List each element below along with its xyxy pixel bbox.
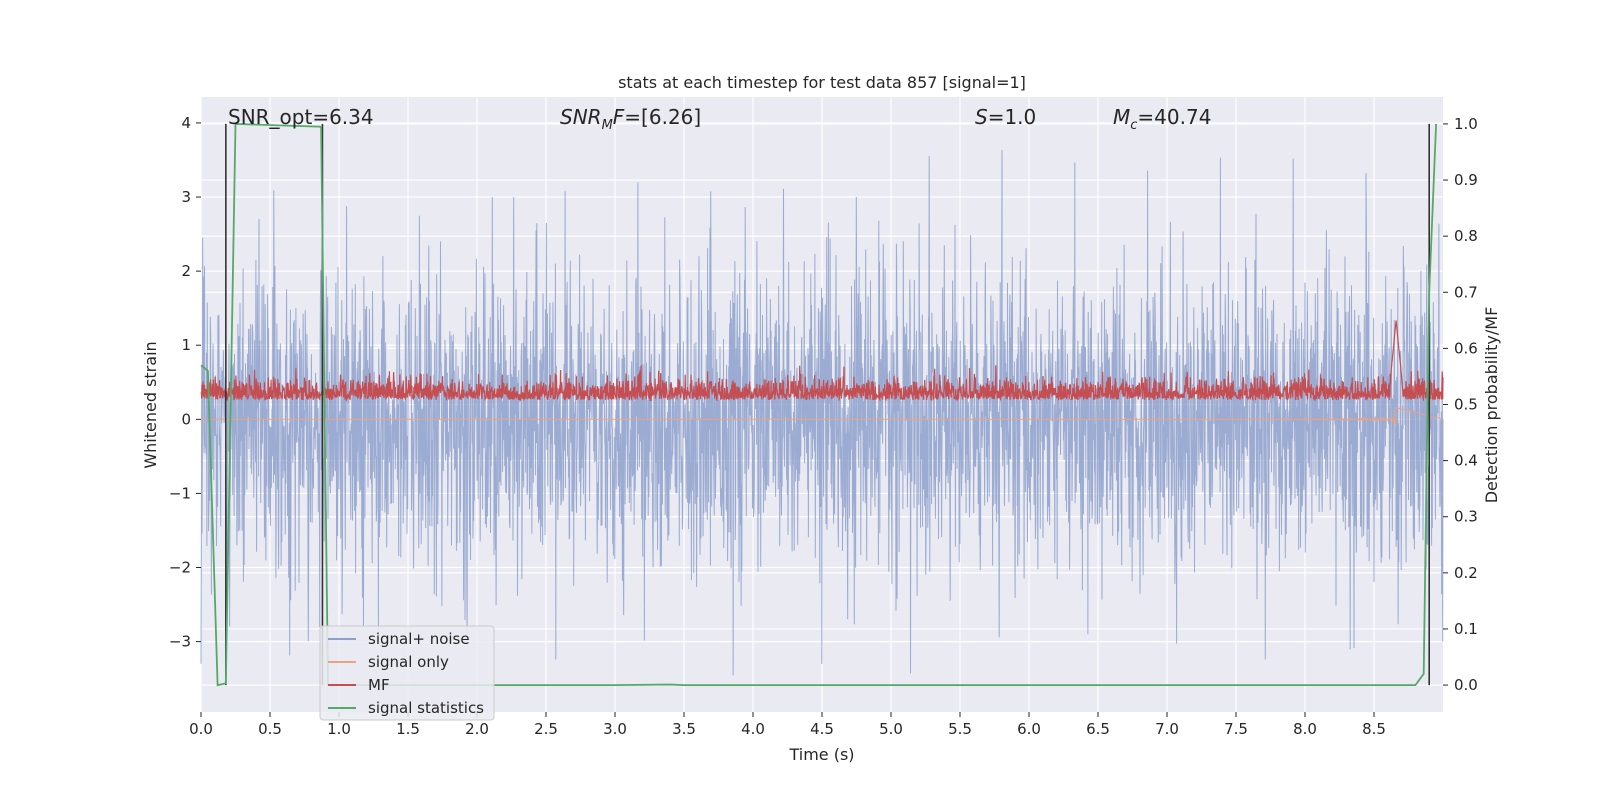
x-tick-label: 1.0	[327, 720, 351, 738]
annotation-snr-opt: SNR_opt=6.34	[228, 105, 374, 129]
y-tick-label: 0	[181, 410, 191, 428]
y-right-tick-label: 0.8	[1454, 227, 1478, 245]
y-right-tick-label: 0.1	[1454, 620, 1478, 638]
x-tick-label: 0.5	[258, 720, 282, 738]
y-tick-label: −2	[169, 559, 191, 577]
y-axis-label: Whitened strain	[141, 341, 160, 468]
annotation-mc: Mc=40.74	[1113, 105, 1211, 133]
y-tick-label: 2	[181, 262, 191, 280]
x-axis-label: Time (s)	[788, 745, 854, 764]
x-tick-label: 4.5	[810, 720, 834, 738]
chart-title: stats at each timestep for test data 857…	[618, 73, 1026, 92]
snr-mf-rest: F	[613, 105, 625, 129]
x-tick-label: 0.0	[189, 720, 213, 738]
y-right-tick-label: 0.3	[1454, 508, 1478, 526]
x-tick-label: 7.5	[1224, 720, 1248, 738]
x-tick-label: 7.0	[1155, 720, 1179, 738]
x-tick-label: 5.5	[948, 720, 972, 738]
x-tick-label: 2.5	[534, 720, 558, 738]
snr-mf-value: =[6.26]	[624, 105, 701, 129]
snr-mf-sub: M	[602, 118, 613, 133]
x-tick-label: 6.0	[1017, 720, 1041, 738]
snr-mf-main: SNR	[560, 105, 602, 129]
y-right-tick-label: 0.2	[1454, 564, 1478, 582]
legend-label-signal-only: signal only	[368, 653, 449, 671]
y-tick-label: 3	[181, 188, 191, 206]
series-mf-line	[200, 320, 1444, 402]
y-right-tick-label: 0.7	[1454, 283, 1478, 301]
x-tick-label: 6.5	[1086, 720, 1110, 738]
y-right-tick-label: 0.5	[1454, 396, 1478, 414]
annotation-s: S=1.0	[975, 105, 1036, 129]
x-tick-label: 1.5	[396, 720, 420, 738]
y-axis-right-label: Detection probability/MF	[1482, 307, 1501, 504]
y-right-tick-label: 1.0	[1454, 115, 1478, 133]
series-signal-only-line	[200, 407, 1444, 427]
y-right-tick-label: 0.6	[1454, 339, 1478, 357]
mc-main: M	[1113, 105, 1130, 129]
x-tick-label: 4.0	[741, 720, 765, 738]
s-main: S	[975, 105, 988, 129]
ticks: 0.0 0.5 1.0 1.5 2.0 2.5 3.0 3.5 4.0 4.5 5.0 5.5 6.0 6…	[169, 114, 1478, 738]
y-right-tick-label: 0.4	[1454, 452, 1478, 470]
legend-box	[319, 625, 495, 721]
y-right-tick-label: 0.0	[1454, 676, 1478, 694]
mc-value: =40.74	[1137, 105, 1211, 129]
y-right-tick-label: 0.9	[1454, 171, 1478, 189]
x-tick-label: 8.5	[1362, 720, 1386, 738]
legend-label-signal-noise: signal+ noise	[368, 630, 470, 648]
mc-sub: c	[1130, 118, 1137, 133]
legend-label-signal-statistics: signal statistics	[368, 699, 484, 717]
x-tick-label: 2.0	[465, 720, 489, 738]
annotation-snr-mf: SNRMF=[6.26]	[560, 105, 701, 133]
y-tick-label: −1	[169, 484, 191, 502]
legend: signal+ noise signal only MF signal stat…	[319, 625, 495, 721]
s-value: =1.0	[988, 105, 1037, 129]
x-tick-label: 3.0	[603, 720, 627, 738]
y-tick-label: 4	[181, 114, 191, 132]
x-tick-label: 8.0	[1293, 720, 1317, 738]
y-tick-label: −3	[169, 633, 191, 651]
y-tick-label: 1	[181, 336, 191, 354]
x-tick-label: 5.0	[879, 720, 903, 738]
legend-label-mf: MF	[368, 676, 390, 694]
x-tick-label: 3.5	[672, 720, 696, 738]
